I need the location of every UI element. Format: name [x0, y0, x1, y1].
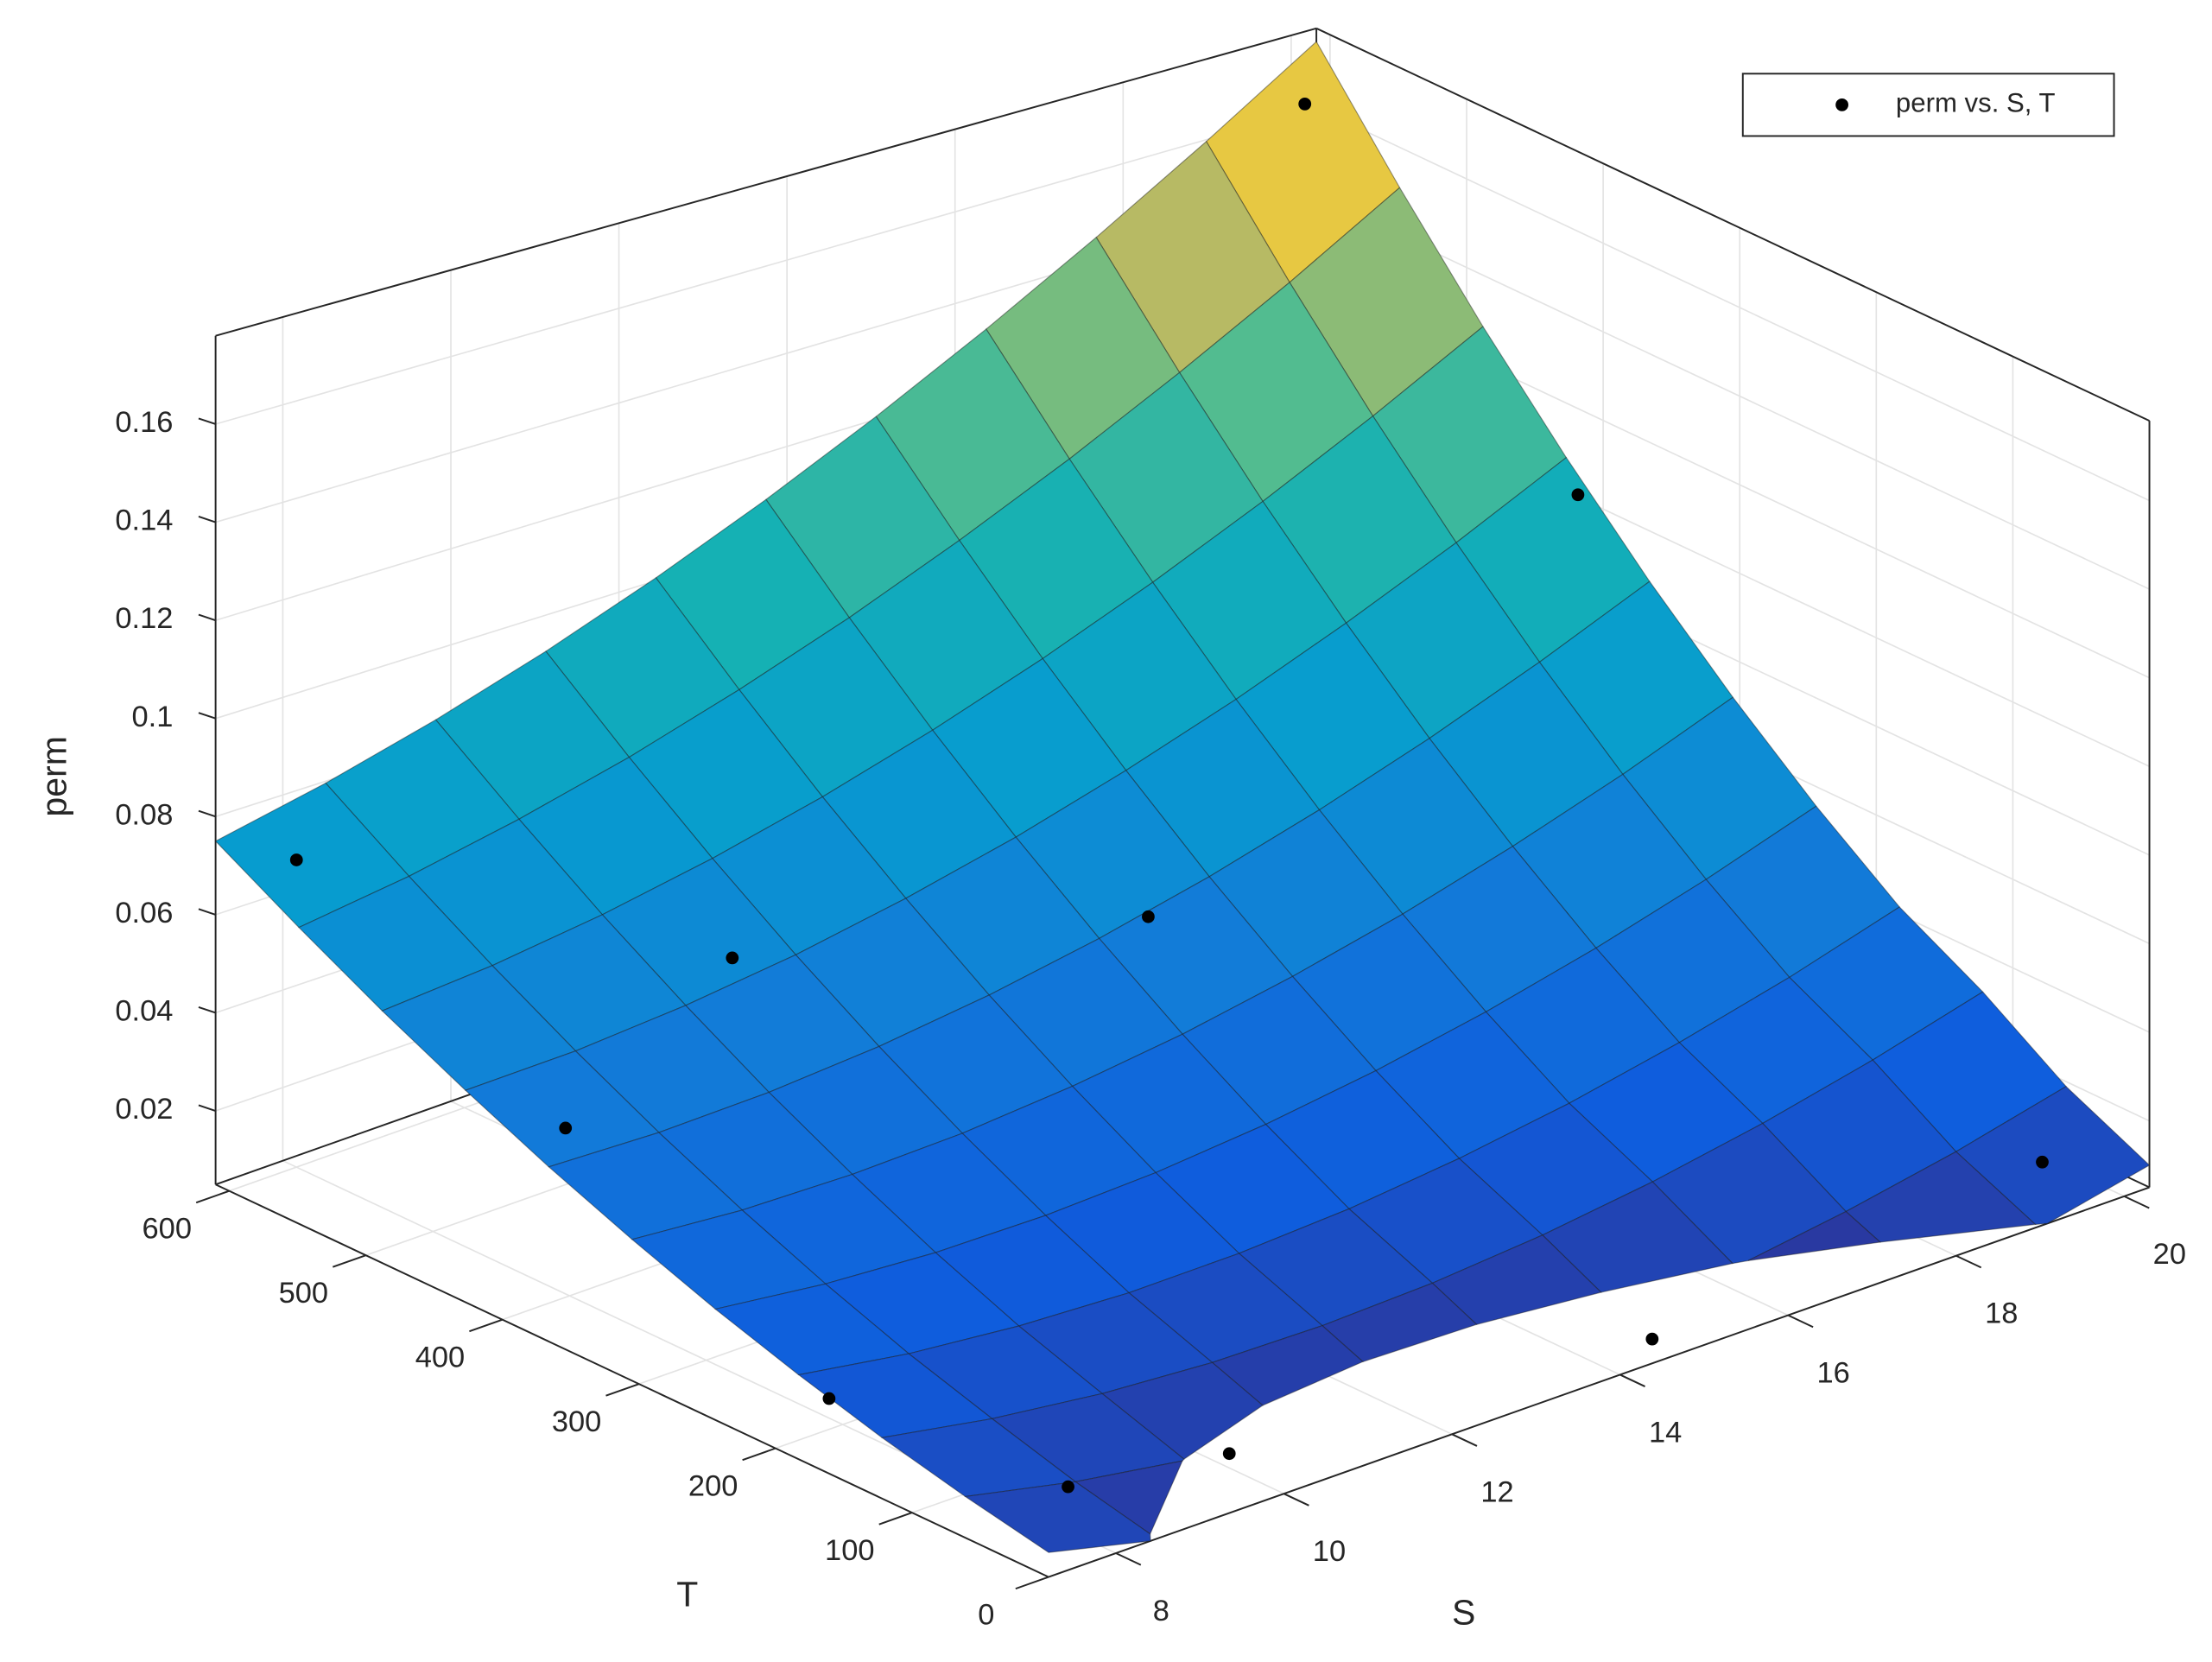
z-tick — [198, 908, 216, 916]
scatter — [289, 98, 2049, 1494]
surface-patch — [214, 782, 410, 929]
y-tick — [469, 1318, 503, 1333]
x-tick-label: 20 — [2153, 1238, 2186, 1271]
y-tick-label: 200 — [688, 1470, 738, 1503]
surface-patch — [601, 858, 797, 1006]
data-point — [1142, 910, 1155, 923]
x-tick-label: 10 — [1313, 1535, 1346, 1568]
surface-patch — [1074, 1460, 1183, 1535]
z-tick — [198, 1104, 216, 1112]
data-point — [1645, 1332, 1659, 1346]
z-tick-label: 0.06 — [115, 897, 173, 929]
legend-label: perm vs. S, T — [1896, 88, 2056, 118]
surface-patch — [1017, 1291, 1214, 1394]
axis-box-edge — [1315, 27, 2150, 422]
surface-patch — [964, 1481, 1151, 1553]
axis-box-edge — [215, 1183, 1049, 1578]
surface-patch — [628, 688, 824, 860]
surface-patch — [1318, 737, 1514, 915]
surface-patch — [545, 577, 740, 758]
y-tick — [878, 1512, 913, 1526]
data-point — [822, 1392, 836, 1405]
grid-line — [1315, 195, 2150, 590]
x-tick-label: 12 — [1480, 1475, 1513, 1508]
surface-patch — [518, 756, 713, 916]
y-tick-label: 500 — [279, 1277, 328, 1310]
data-point — [559, 1121, 573, 1135]
y-axis-label: T — [676, 1574, 698, 1614]
y-tick-label: 0 — [978, 1599, 994, 1632]
x-tick — [2123, 1195, 2150, 1209]
x-tick — [1451, 1433, 1478, 1447]
z-tick-label: 0.14 — [115, 504, 173, 537]
z-tick-label: 0.16 — [115, 406, 173, 439]
data-point — [1571, 488, 1585, 502]
z-tick-label: 0.12 — [115, 602, 173, 635]
data-point — [726, 951, 739, 965]
z-tick-label: 0.1 — [132, 701, 174, 733]
data-point — [1222, 1447, 1236, 1461]
x-tick — [1787, 1314, 1814, 1329]
data-point — [1298, 98, 1312, 111]
x-tick — [1283, 1493, 1309, 1507]
x-axis-label: S — [1452, 1593, 1475, 1633]
data-point — [289, 853, 303, 866]
z-tick — [198, 712, 216, 720]
surface-patch — [1347, 1158, 1543, 1285]
z-tick — [198, 809, 216, 818]
legend-marker — [1835, 98, 1848, 111]
z-tick — [198, 516, 216, 523]
surface-patch — [1541, 1181, 1734, 1293]
y-tick — [742, 1447, 776, 1462]
data-point — [1062, 1480, 1074, 1494]
y-tick-label: 300 — [552, 1405, 601, 1438]
axis-box-edge — [215, 27, 1317, 337]
y-tick-label: 400 — [415, 1342, 465, 1374]
surface — [214, 41, 2151, 1553]
z-tick — [198, 417, 216, 425]
surface-patch — [824, 1252, 1020, 1354]
y-tick — [605, 1383, 640, 1397]
data-point — [2036, 1155, 2049, 1169]
surface-patch — [931, 657, 1127, 838]
z-tick-label: 0.08 — [115, 798, 173, 831]
x-tick-label: 18 — [1985, 1297, 2018, 1330]
surface-patch — [738, 617, 934, 798]
surface-patch — [1845, 1151, 2037, 1243]
y-tick-label: 600 — [143, 1213, 192, 1246]
x-tick — [1955, 1254, 1982, 1269]
x-tick-label: 14 — [1649, 1416, 1682, 1449]
surface-patch — [655, 498, 851, 691]
axes: 810121416182001002003004005006000.020.04… — [115, 406, 2186, 1632]
legend: perm vs. S, T — [1741, 73, 2115, 137]
axis-box-edge — [1048, 1186, 2150, 1578]
z-axis-label: perm — [35, 736, 74, 816]
y-tick-label: 100 — [825, 1534, 874, 1567]
surface-patch — [1747, 1210, 1882, 1261]
y-tick — [195, 1189, 230, 1204]
z-tick-label: 0.02 — [115, 1093, 173, 1126]
y-tick — [332, 1254, 366, 1268]
grid-line — [215, 107, 1317, 425]
x-tick-label: 16 — [1817, 1357, 1850, 1390]
surface-patch — [713, 1283, 910, 1376]
z-tick — [198, 613, 216, 622]
y-tick — [1015, 1576, 1049, 1590]
grid-line — [1315, 107, 2150, 502]
x-tick-label: 8 — [1153, 1595, 1169, 1627]
surface-patch — [1955, 1086, 2151, 1226]
z-tick-label: 0.04 — [115, 995, 173, 1028]
x-tick — [1619, 1373, 1645, 1387]
legend-box — [1741, 73, 2115, 137]
z-tick — [198, 1005, 216, 1014]
x-tick — [1115, 1552, 1142, 1566]
surface-patch — [631, 1209, 827, 1310]
surface-patch — [574, 1005, 770, 1133]
